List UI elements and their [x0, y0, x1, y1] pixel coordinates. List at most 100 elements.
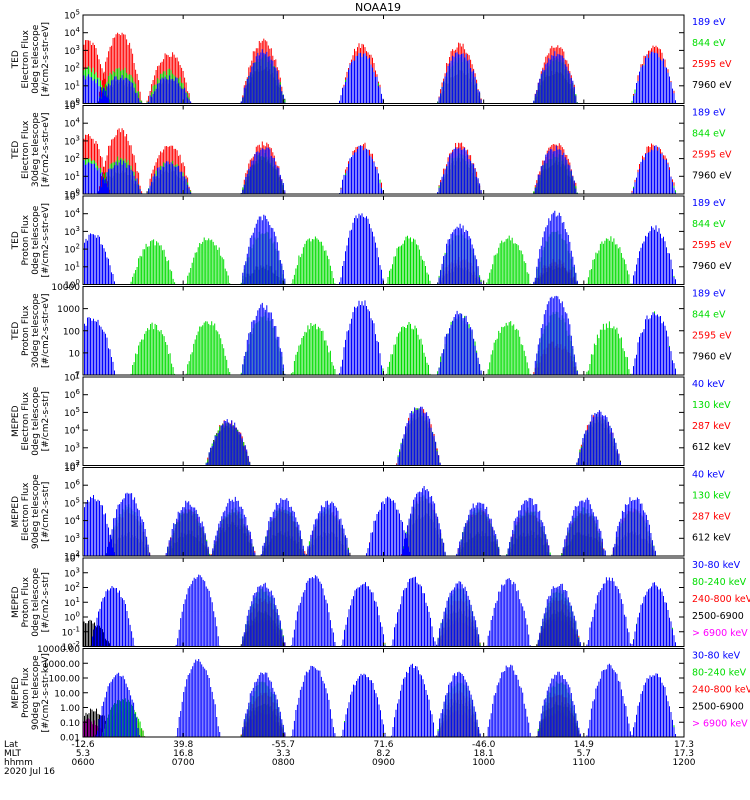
- data-trace: [146, 75, 192, 104]
- data-trace: [631, 156, 676, 194]
- data-trace: [260, 509, 306, 556]
- data-trace: [436, 682, 481, 737]
- data-trace: [205, 419, 251, 466]
- legend-entry: 40 keV: [692, 379, 725, 390]
- legend-entry: 612 keV: [692, 533, 731, 544]
- panel-frame: [82, 105, 685, 195]
- panel-data: [205, 406, 621, 466]
- data-trace: [240, 610, 286, 647]
- footer-lat-value: 39.8: [173, 740, 193, 750]
- ytick-label: 101: [64, 596, 80, 609]
- footer-hhmm-value: 1100: [572, 758, 595, 768]
- data-trace: [533, 341, 578, 375]
- data-trace: [146, 68, 192, 104]
- data-trace: [536, 710, 581, 737]
- data-trace: [456, 510, 501, 556]
- data-trace: [437, 157, 482, 194]
- ytick-label: 103: [64, 566, 80, 579]
- series-2500-6900: [83, 608, 676, 647]
- data-trace: [146, 52, 192, 104]
- data-trace: [576, 412, 621, 466]
- data-trace: [240, 598, 286, 647]
- data-trace: [240, 38, 286, 104]
- legend-entry: 287 keV: [692, 421, 731, 432]
- series-844-ev: [83, 310, 676, 375]
- data-trace: [240, 709, 286, 737]
- panel-frame: [82, 648, 685, 738]
- data-trace: [533, 154, 578, 194]
- data-trace: [83, 74, 110, 104]
- series-2595-ev: [533, 341, 578, 375]
- data-trace: [210, 509, 256, 556]
- data-trace: [437, 147, 482, 194]
- data-trace: [631, 598, 676, 647]
- data-trace: [576, 410, 621, 466]
- data-trace: [436, 581, 481, 647]
- panel-data: [83, 659, 676, 737]
- data-trace: [631, 673, 676, 737]
- legend-entry: 2595 eV: [692, 150, 732, 161]
- data-trace: [536, 616, 581, 647]
- ytick-label: 10-1: [62, 625, 80, 638]
- ytick-label: 101: [64, 79, 80, 92]
- series-189-ev: [83, 49, 676, 104]
- data-trace: [146, 161, 192, 194]
- data-trace: [339, 153, 384, 194]
- ytick-label: 102: [64, 152, 80, 165]
- data-trace: [341, 680, 386, 737]
- data-trace: [339, 156, 384, 194]
- ytick-label: 104: [64, 424, 80, 437]
- data-trace: [146, 79, 192, 104]
- series-40-kev: [205, 406, 621, 466]
- data-trace: [240, 49, 286, 104]
- data-trace: [576, 413, 621, 466]
- data-trace: [611, 531, 656, 556]
- data-trace: [533, 265, 578, 285]
- ytick-label: 10: [69, 349, 81, 359]
- ytick-label: 102: [64, 62, 80, 75]
- data-trace: [240, 153, 286, 194]
- data-trace: [486, 578, 531, 647]
- data-trace: [456, 531, 501, 556]
- data-trace: [83, 160, 110, 194]
- ytick-label: 106: [64, 479, 80, 492]
- panel-frame: [82, 14, 685, 104]
- ytick-label: 101: [64, 170, 80, 183]
- legend-entry: 189 eV: [692, 289, 726, 300]
- data-trace: [339, 145, 384, 194]
- panel-ylabel: MEPEDProton Flux90deg telescope[#/cm2-s-…: [11, 653, 51, 732]
- footer-lat-value: 14.9: [574, 740, 594, 750]
- data-trace: [533, 160, 578, 194]
- data-trace: [210, 496, 256, 556]
- series-80-240-kev: [100, 680, 676, 737]
- data-trace: [185, 237, 231, 285]
- legend-entry: 80-240 keV: [692, 577, 747, 588]
- data-trace: [205, 425, 251, 466]
- data-trace: [437, 313, 482, 375]
- data-trace: [536, 589, 581, 647]
- legend-entry: 130 keV: [692, 400, 731, 411]
- data-trace: [341, 709, 386, 737]
- data-trace: [97, 159, 143, 194]
- legend-entry: 7960 eV: [692, 80, 732, 91]
- data-trace: [631, 311, 676, 375]
- footer-mlt-value: 8.2: [376, 749, 390, 759]
- data-trace: [506, 530, 551, 556]
- legend-entry: 2500-6900: [692, 611, 744, 622]
- legend-entry: 7960 eV: [692, 261, 732, 272]
- data-trace: [533, 51, 578, 104]
- data-trace: [341, 609, 386, 647]
- data-trace: [561, 507, 606, 556]
- data-trace: [586, 577, 631, 647]
- panel-ylabel: MEPEDElectron Flux90deg telescope[#/cm2-…: [11, 474, 51, 549]
- data-trace: [339, 52, 384, 104]
- panel-data: [83, 295, 676, 375]
- data-trace: [95, 672, 141, 737]
- legend-entry: 2595 eV: [692, 331, 732, 342]
- data-trace: [533, 230, 578, 285]
